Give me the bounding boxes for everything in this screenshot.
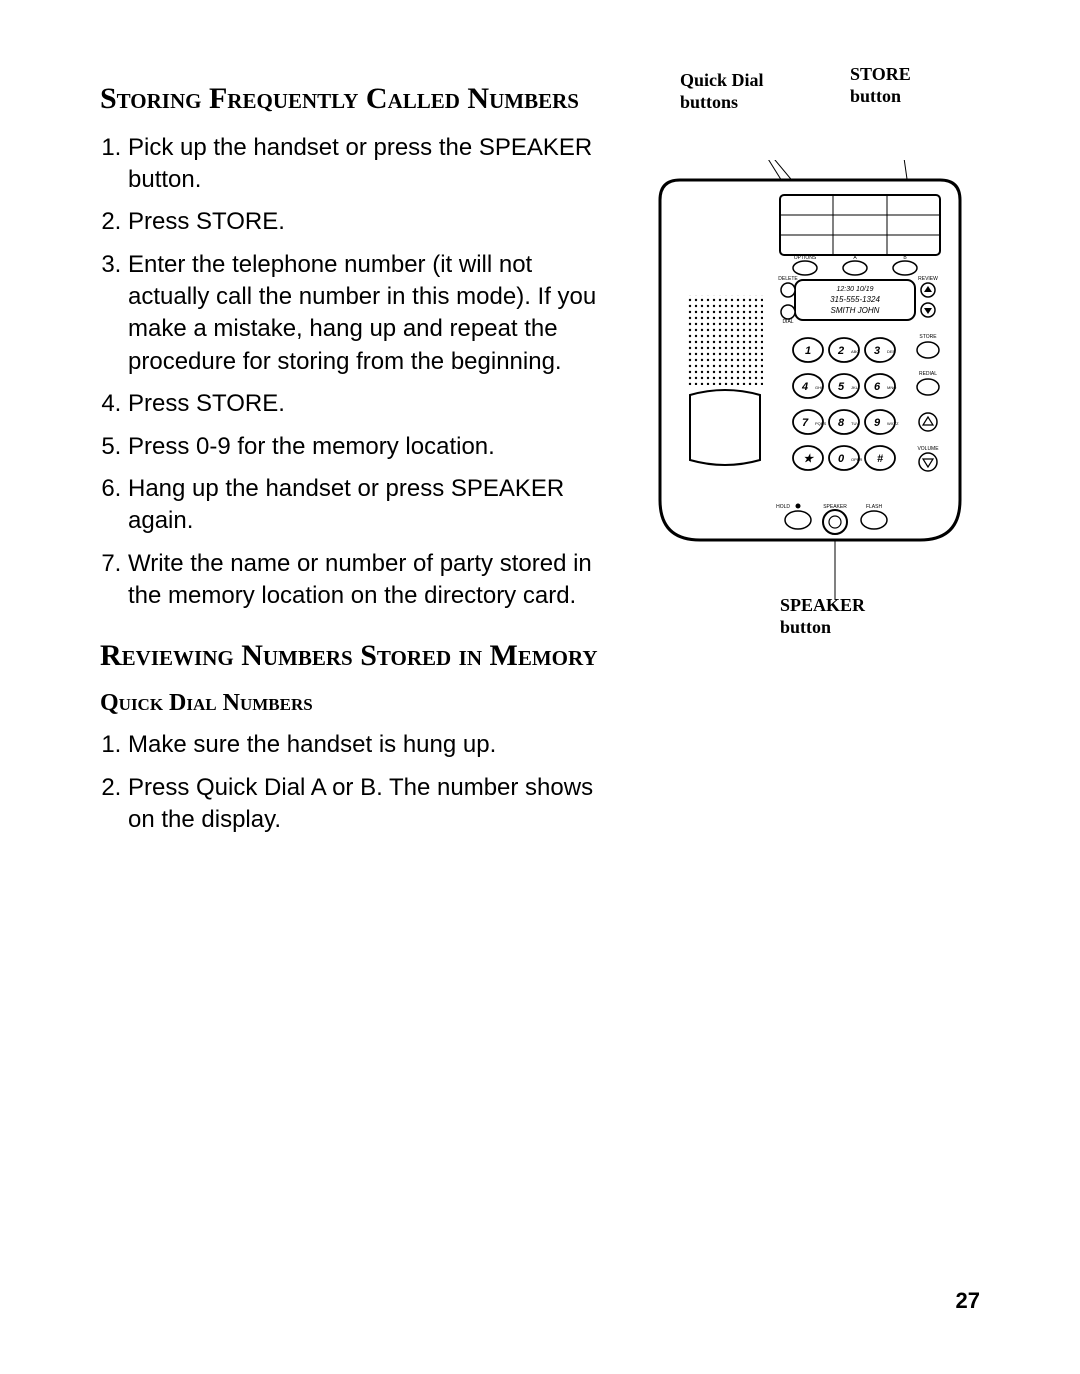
keypad-digit: 6 xyxy=(874,381,881,393)
store-side-label: STORE xyxy=(919,334,937,340)
hold-button[interactable] xyxy=(785,511,811,529)
subheading-quickdial: Quick Dial Numbers xyxy=(100,688,620,719)
keypad-digit: 5 xyxy=(838,381,845,393)
options-label: OPTIONS xyxy=(794,255,817,261)
steps-reviewing: Make sure the handset is hung up. Press … xyxy=(100,729,620,836)
quick-dial-a-button[interactable] xyxy=(843,261,867,275)
heading-reviewing: Reviewing Numbers Stored in Memory xyxy=(100,637,620,675)
keypad-letters: DEF xyxy=(887,349,896,354)
keypad-letters: TUV xyxy=(851,421,859,426)
steps-storing: Pick up the handset or press the SPEAKER… xyxy=(100,132,620,613)
volume-down-button[interactable] xyxy=(919,453,937,471)
keypad-letters: JKL xyxy=(851,385,859,390)
keypad-letters: OPER xyxy=(851,457,862,462)
keypad-digit: # xyxy=(877,453,884,465)
lcd-line1: 12:30 10/19 xyxy=(837,286,874,293)
keypad-letters: PQRS xyxy=(815,421,827,426)
callout-store: STORE button xyxy=(850,64,911,107)
step: Press STORE. xyxy=(128,206,620,238)
keypad-digit: 4 xyxy=(801,381,808,393)
manual-page: Storing Frequently Called Numbers Pick u… xyxy=(0,0,1080,1374)
volume-label: VOLUME xyxy=(917,446,939,452)
step: Pick up the handset or press the SPEAKER… xyxy=(128,132,620,197)
dial-label: DIAL xyxy=(782,319,793,325)
callout-quick-dial: Quick Dial buttons xyxy=(680,70,764,113)
options-button[interactable] xyxy=(793,261,817,275)
keypad-digit: 3 xyxy=(874,345,880,357)
step: Press STORE. xyxy=(128,388,620,420)
volume-up-button[interactable] xyxy=(919,413,937,431)
step: Press Quick Dial A or B. The number show… xyxy=(128,772,620,837)
step: Press 0-9 for the memory location. xyxy=(128,431,620,463)
step: Enter the telephone number (it will not … xyxy=(128,249,620,379)
keypad-digit: 9 xyxy=(874,417,881,429)
speaker-inner-icon xyxy=(829,516,841,528)
keypad-digit: 1 xyxy=(805,345,811,357)
keypad-digit: 0 xyxy=(838,453,845,465)
keypad-letters: ABC xyxy=(851,349,859,354)
lcd-line3: SMITH JOHN xyxy=(831,306,880,315)
store-button[interactable] xyxy=(917,342,939,358)
delete-button[interactable] xyxy=(781,283,795,297)
text-column: Storing Frequently Called Numbers Pick u… xyxy=(100,80,620,860)
two-column-layout: Storing Frequently Called Numbers Pick u… xyxy=(100,80,1000,860)
keypad-letters: GHI xyxy=(815,385,822,390)
step: Make sure the handset is hung up. xyxy=(128,729,620,761)
keypad-letters: MNO xyxy=(887,385,896,390)
keypad-digit: 2 xyxy=(837,345,844,357)
page-number: 27 xyxy=(956,1288,980,1314)
dial-button[interactable] xyxy=(781,305,795,319)
callout-speaker: SPEAKER button xyxy=(780,595,865,638)
hold-led-icon xyxy=(796,504,801,509)
review-label: REVIEW xyxy=(918,276,938,282)
lcd-line2: 315-555-1324 xyxy=(830,295,880,304)
step: Hang up the handset or press SPEAKER aga… xyxy=(128,473,620,538)
phone-diagram: OPTIONS A B 12:30 10/19 315-555-1324 SMI… xyxy=(640,160,1000,600)
flash-label: FLASH xyxy=(866,504,883,510)
speaker-dots xyxy=(688,295,763,385)
quick-dial-b-button[interactable] xyxy=(893,261,917,275)
redial-label: REDIAL xyxy=(919,371,937,377)
keypad-digit: 7 xyxy=(802,417,809,429)
hold-label: HOLD xyxy=(776,504,790,510)
figure-column: Quick Dial buttons STORE button SPEAKER … xyxy=(620,80,1000,605)
redial-button[interactable] xyxy=(917,379,939,395)
step: Write the name or number of party stored… xyxy=(128,548,620,613)
flash-button[interactable] xyxy=(861,511,887,529)
heading-storing: Storing Frequently Called Numbers xyxy=(100,80,620,118)
delete-label: DELETE xyxy=(778,276,798,282)
keypad-digit: 8 xyxy=(838,417,845,429)
keypad-letters: WXYZ xyxy=(887,421,899,426)
